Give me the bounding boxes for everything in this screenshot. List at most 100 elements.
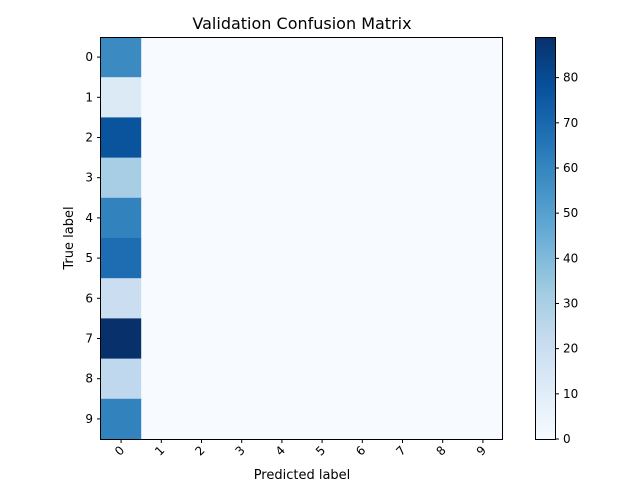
colorbar-tick-label: 40 xyxy=(563,251,578,265)
colorbar-tick-label: 50 xyxy=(563,206,578,220)
heatmap-cell-1-0 xyxy=(101,77,142,118)
x-tick-label: 2 xyxy=(192,443,207,458)
heatmap-cell-5-2 xyxy=(181,238,223,279)
y-axis-label: True label xyxy=(62,206,77,270)
heatmap-cell-7-5 xyxy=(302,318,343,360)
heatmap-cell-1-9 xyxy=(462,77,504,118)
heatmap-cell-0-1 xyxy=(141,37,182,78)
heatmap-cell-0-8 xyxy=(422,37,464,78)
heatmap-cell-1-6 xyxy=(342,77,383,118)
heatmap-cell-4-4 xyxy=(261,197,303,239)
heatmap-cell-9-3 xyxy=(221,398,263,440)
heatmap-cell-2-1 xyxy=(141,117,182,159)
heatmap-cell-7-9 xyxy=(462,318,504,360)
heatmap-cell-8-0 xyxy=(101,358,142,400)
colorbar-tick-label: 60 xyxy=(563,161,578,175)
colorbar-ticks: 0 10 20 30 40 50 60 70 80 xyxy=(555,71,578,446)
x-tick-label: 9 xyxy=(474,443,489,458)
heatmap-cell-1-3 xyxy=(221,77,263,118)
heatmap-cell-3-1 xyxy=(141,157,182,199)
heatmap-cell-0-7 xyxy=(382,37,424,78)
heatmap-cell-6-4 xyxy=(261,278,303,319)
heatmap-cell-0-5 xyxy=(302,37,343,78)
heatmap-cell-1-4 xyxy=(261,77,303,118)
heatmap-cell-1-2 xyxy=(181,77,223,118)
heatmap-cell-6-1 xyxy=(141,278,182,319)
heatmap-cell-5-8 xyxy=(422,238,464,279)
heatmap-cell-0-9 xyxy=(462,37,504,78)
heatmap-cell-3-3 xyxy=(221,157,263,199)
heatmap-cell-4-2 xyxy=(181,197,223,239)
heatmap-cell-0-0 xyxy=(101,37,142,78)
heatmap-cell-6-7 xyxy=(382,278,424,319)
colorbar-tick-label: 30 xyxy=(563,296,578,310)
heatmap-cell-3-6 xyxy=(342,157,383,199)
heatmap-cell-2-4 xyxy=(261,117,303,159)
heatmap-cell-3-9 xyxy=(462,157,504,199)
heatmap-cell-1-1 xyxy=(141,77,182,118)
colorbar-tick-label: 80 xyxy=(563,71,578,85)
heatmap-cell-0-4 xyxy=(261,37,303,78)
heatmap-cell-4-1 xyxy=(141,197,182,239)
heatmap-cell-3-0 xyxy=(101,157,142,199)
plot-frame xyxy=(100,37,503,440)
heatmap-cell-5-0 xyxy=(101,238,142,279)
heatmap-cell-4-9 xyxy=(462,197,504,239)
y-tick-label: 8 xyxy=(85,372,93,386)
y-axis-ticks: 0 1 2 3 4 5 6 7 8 9 xyxy=(85,50,101,426)
heatmap-cell-6-3 xyxy=(221,278,263,319)
heatmap-cell-6-9 xyxy=(462,278,504,319)
heatmap-cell-7-8 xyxy=(422,318,464,360)
heatmap-cell-8-5 xyxy=(302,358,343,400)
heatmap-cell-7-4 xyxy=(261,318,303,360)
x-tick-label: 1 xyxy=(152,443,167,458)
heatmap-cell-9-9 xyxy=(462,398,504,440)
heatmap-cell-7-6 xyxy=(342,318,383,360)
heatmap-cell-6-8 xyxy=(422,278,464,319)
heatmap-cell-5-3 xyxy=(221,238,263,279)
heatmap-cell-9-7 xyxy=(382,398,424,440)
y-tick-label: 4 xyxy=(85,211,93,225)
y-tick-label: 0 xyxy=(85,50,93,64)
heatmap-cell-6-6 xyxy=(342,278,383,319)
heatmap-cell-5-7 xyxy=(382,238,424,279)
heatmap-cell-5-4 xyxy=(261,238,303,279)
heatmap-cell-3-5 xyxy=(302,157,343,199)
heatmap-cell-2-3 xyxy=(221,117,263,159)
heatmap-cell-2-0 xyxy=(101,117,142,159)
heatmap-cell-0-6 xyxy=(342,37,383,78)
x-tick-label: 0 xyxy=(112,443,127,458)
heatmap-cell-2-8 xyxy=(422,117,464,159)
heatmap-cell-0-2 xyxy=(181,37,223,78)
colorbar-tick-label: 70 xyxy=(563,116,578,130)
heatmap-cell-0-3 xyxy=(221,37,263,78)
colorbar-frame xyxy=(535,37,556,440)
heatmap-cell-9-8 xyxy=(422,398,464,440)
colorbar xyxy=(535,37,555,439)
y-tick-label: 9 xyxy=(85,412,93,426)
heatmap-cell-9-2 xyxy=(181,398,223,440)
heatmap-cell-5-6 xyxy=(342,238,383,279)
heatmap-cell-8-3 xyxy=(221,358,263,400)
heatmap-cell-4-6 xyxy=(342,197,383,239)
y-tick-label: 5 xyxy=(85,251,93,265)
heatmap-cells xyxy=(101,37,504,440)
heatmap-cell-7-1 xyxy=(141,318,182,360)
colorbar-tick-label: 0 xyxy=(563,432,571,446)
heatmap-cell-6-2 xyxy=(181,278,223,319)
heatmap-cell-1-5 xyxy=(302,77,343,118)
heatmap-cell-9-4 xyxy=(261,398,303,440)
heatmap-cell-1-7 xyxy=(382,77,424,118)
y-tick-label: 1 xyxy=(85,90,93,104)
y-tick-label: 2 xyxy=(85,131,93,145)
heatmap-cell-7-0 xyxy=(101,318,142,360)
heatmap-cell-5-9 xyxy=(462,238,504,279)
heatmap-cell-2-2 xyxy=(181,117,223,159)
x-tick-label: 4 xyxy=(273,443,288,458)
heatmap-cell-9-5 xyxy=(302,398,343,440)
colorbar-tick-label: 20 xyxy=(563,342,578,356)
heatmap-cell-2-7 xyxy=(382,117,424,159)
heatmap-cell-9-6 xyxy=(342,398,383,440)
heatmap-cell-4-5 xyxy=(302,197,343,239)
heatmap-cell-4-8 xyxy=(422,197,464,239)
